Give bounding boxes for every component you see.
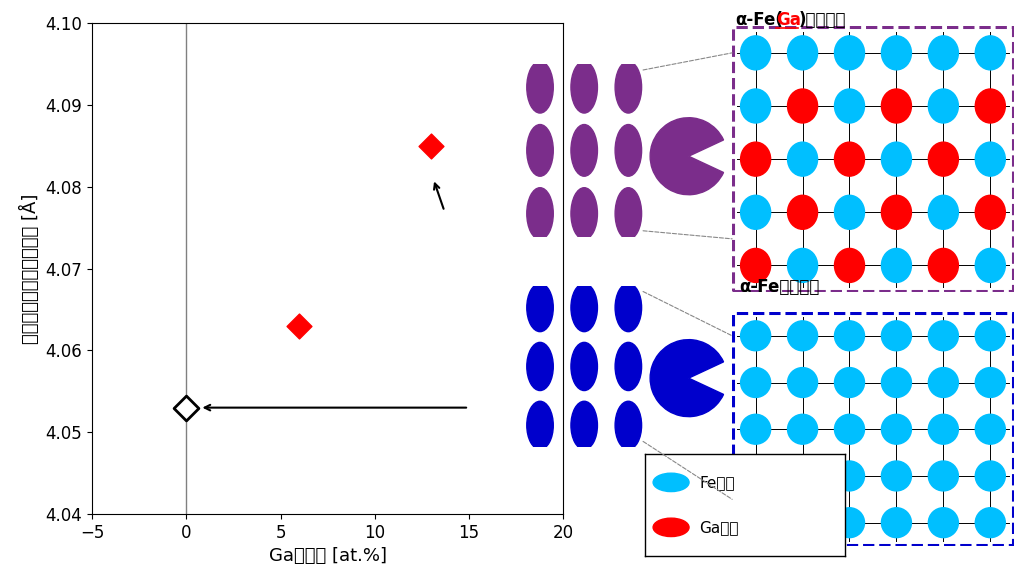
Circle shape [975, 248, 1006, 283]
Circle shape [929, 321, 958, 351]
Circle shape [882, 89, 911, 123]
Circle shape [882, 36, 911, 70]
Text: α-Feナノ結晶: α-Feナノ結晶 [739, 279, 819, 296]
Circle shape [835, 89, 864, 123]
Text: Ga原子: Ga原子 [699, 520, 738, 535]
Text: α-Fe(: α-Fe( [735, 12, 783, 29]
Circle shape [740, 461, 771, 491]
Circle shape [571, 342, 597, 391]
Circle shape [787, 367, 817, 398]
Circle shape [740, 142, 771, 176]
Circle shape [571, 124, 597, 176]
Circle shape [835, 507, 864, 538]
Circle shape [929, 414, 958, 444]
Circle shape [787, 414, 817, 444]
Circle shape [975, 142, 1006, 176]
Circle shape [929, 195, 958, 230]
Circle shape [571, 187, 597, 239]
Circle shape [740, 36, 771, 70]
X-axis label: Ga添加量 [at.%]: Ga添加量 [at.%] [268, 547, 387, 565]
Wedge shape [650, 118, 724, 194]
Circle shape [526, 187, 553, 239]
Circle shape [882, 507, 911, 538]
Circle shape [615, 401, 642, 450]
Circle shape [975, 89, 1006, 123]
Circle shape [882, 248, 911, 283]
Text: )ナノ結晶: )ナノ結晶 [799, 12, 846, 29]
Circle shape [882, 414, 911, 444]
Circle shape [975, 414, 1006, 444]
Circle shape [975, 195, 1006, 230]
Circle shape [653, 518, 689, 537]
Circle shape [615, 61, 642, 113]
Circle shape [571, 283, 597, 332]
Circle shape [740, 321, 771, 351]
Circle shape [740, 367, 771, 398]
Circle shape [835, 142, 864, 176]
Circle shape [653, 473, 689, 492]
Circle shape [835, 195, 864, 230]
Circle shape [740, 89, 771, 123]
Circle shape [787, 142, 817, 176]
Circle shape [835, 367, 864, 398]
Wedge shape [650, 340, 724, 416]
Circle shape [615, 187, 642, 239]
Circle shape [787, 507, 817, 538]
Circle shape [929, 142, 958, 176]
Circle shape [929, 36, 958, 70]
Circle shape [835, 248, 864, 283]
Circle shape [882, 142, 911, 176]
Circle shape [787, 36, 817, 70]
Circle shape [526, 401, 553, 450]
Text: Fe原子: Fe原子 [699, 475, 734, 490]
Circle shape [740, 414, 771, 444]
Circle shape [835, 36, 864, 70]
Circle shape [929, 367, 958, 398]
Point [178, 403, 195, 412]
Circle shape [975, 367, 1006, 398]
Circle shape [882, 367, 911, 398]
Circle shape [882, 461, 911, 491]
Circle shape [740, 195, 771, 230]
Text: Ga: Ga [776, 12, 801, 29]
Circle shape [882, 195, 911, 230]
Circle shape [929, 89, 958, 123]
Circle shape [526, 342, 553, 391]
Circle shape [615, 283, 642, 332]
Circle shape [526, 283, 553, 332]
Point [291, 321, 307, 331]
Circle shape [975, 321, 1006, 351]
Circle shape [835, 414, 864, 444]
Circle shape [526, 61, 553, 113]
Circle shape [929, 507, 958, 538]
Circle shape [787, 248, 817, 283]
Circle shape [929, 248, 958, 283]
Circle shape [526, 124, 553, 176]
Circle shape [882, 321, 911, 351]
Circle shape [571, 401, 597, 450]
Circle shape [975, 507, 1006, 538]
Circle shape [787, 321, 817, 351]
Circle shape [740, 248, 771, 283]
Circle shape [615, 342, 642, 391]
Circle shape [975, 461, 1006, 491]
Point [423, 141, 439, 151]
Circle shape [835, 461, 864, 491]
Circle shape [787, 461, 817, 491]
Circle shape [975, 36, 1006, 70]
Circle shape [787, 89, 817, 123]
Circle shape [787, 195, 817, 230]
Circle shape [929, 461, 958, 491]
Circle shape [571, 61, 597, 113]
Circle shape [740, 507, 771, 538]
Y-axis label: ナノ結晶相の格子面間隔 [Å]: ナノ結晶相の格子面間隔 [Å] [19, 193, 40, 344]
Circle shape [615, 124, 642, 176]
Circle shape [835, 321, 864, 351]
